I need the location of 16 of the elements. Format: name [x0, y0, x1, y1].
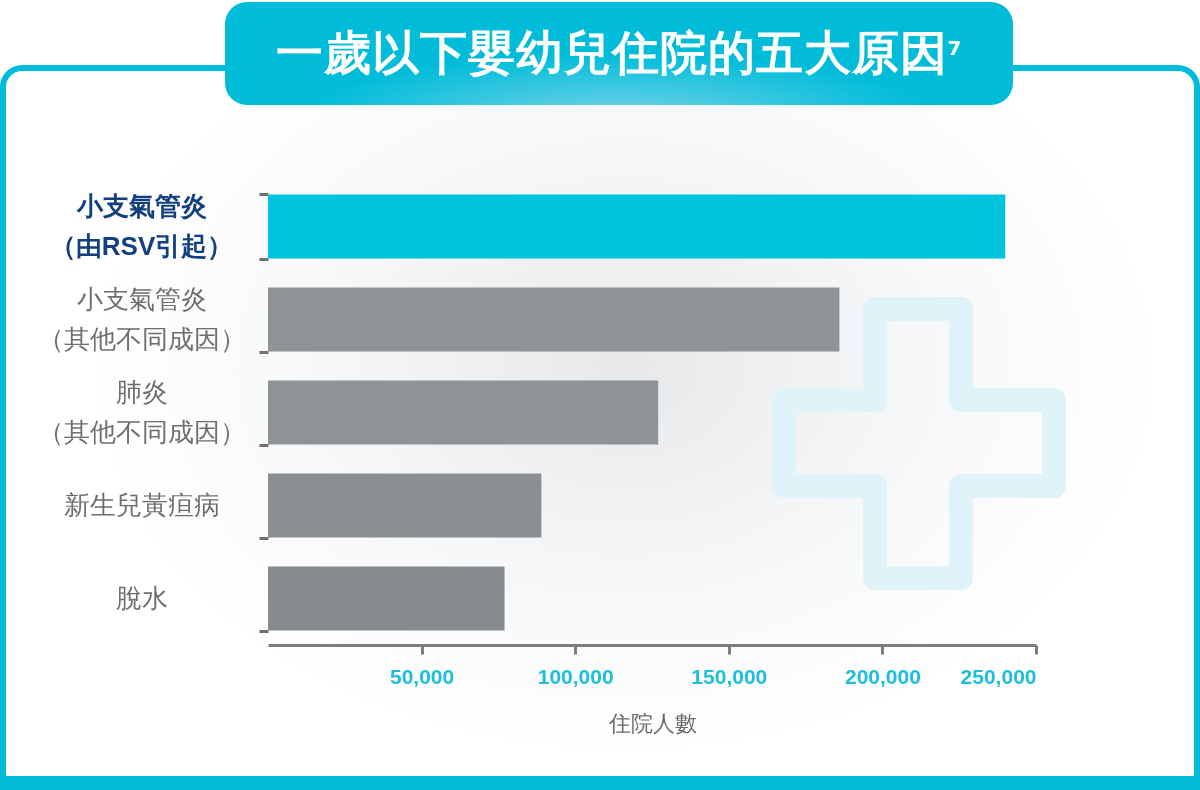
y-tick-label: 肺炎（其他不同成因） — [37, 377, 246, 447]
bar — [268, 380, 659, 445]
x-tick-label: 100,000 — [537, 664, 614, 688]
x-tick-label: 250,000 — [960, 664, 1037, 688]
y-tick-label: 脫水 — [115, 583, 168, 613]
bar — [268, 287, 840, 352]
bar — [268, 194, 1006, 259]
bar — [268, 566, 505, 631]
x-tick-label: 50,000 — [389, 664, 455, 688]
y-tick-label: 新生兒黃疸病 — [63, 490, 220, 520]
bar — [268, 473, 542, 538]
y-tick-label: 小支氣管炎（由RSV引起） — [49, 191, 234, 261]
x-tick-label: 150,000 — [691, 664, 768, 688]
x-tick-label: 200,000 — [844, 664, 921, 688]
y-tick-label: 小支氣管炎（其他不同成因） — [37, 284, 246, 354]
x-axis-title: 住院人數 — [607, 710, 697, 736]
